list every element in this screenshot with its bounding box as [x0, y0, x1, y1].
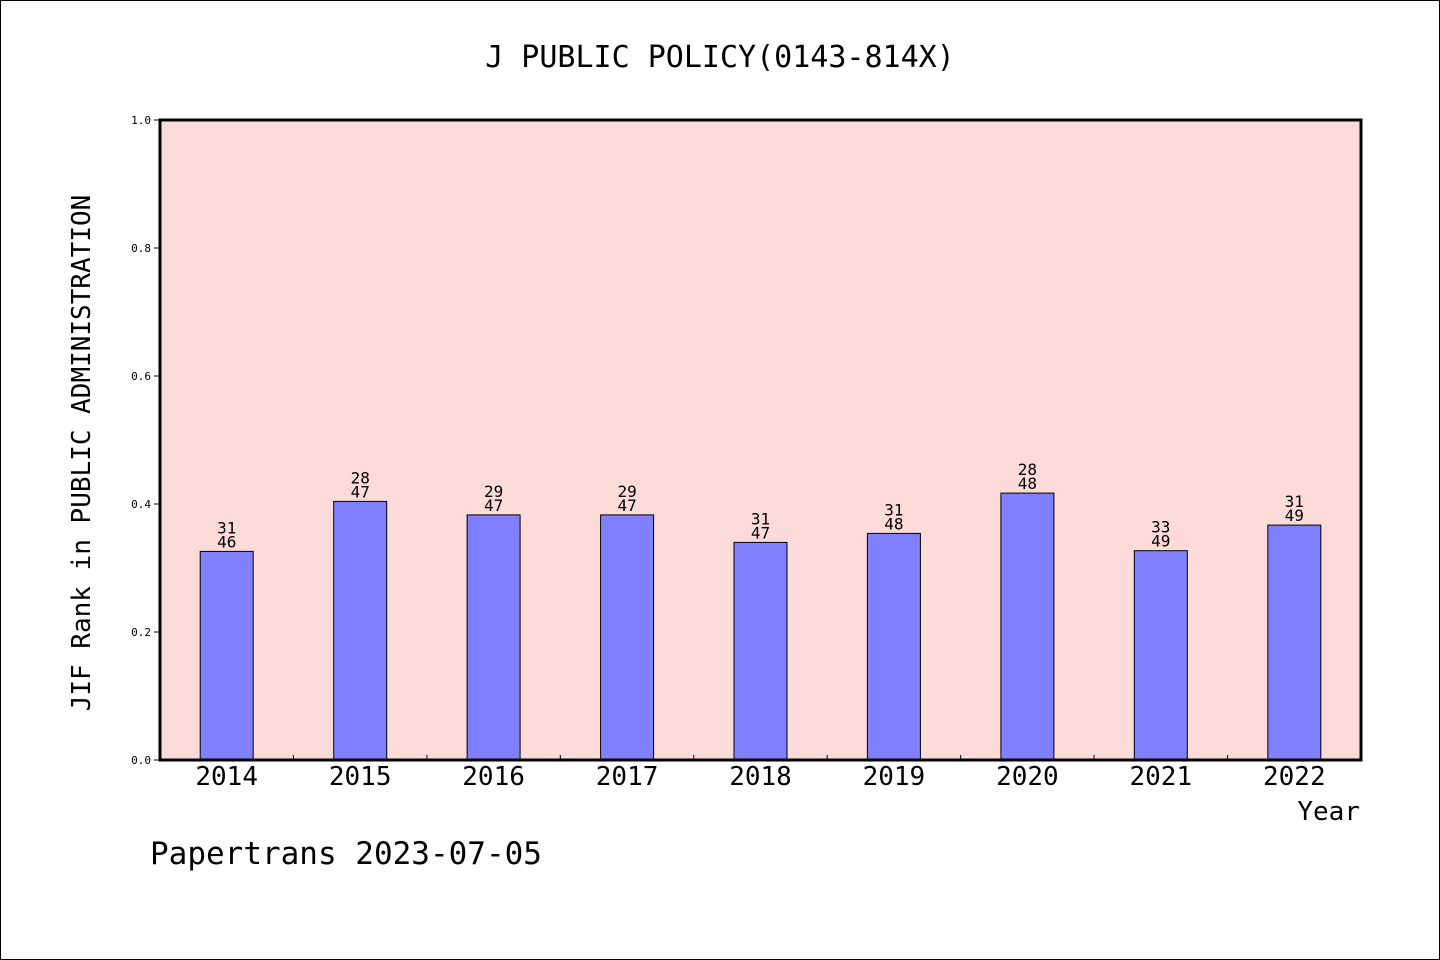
total-label-2014: 46	[217, 532, 236, 551]
rank-label-2022: 31	[1285, 492, 1304, 511]
rank-label-2014: 31	[217, 518, 236, 537]
y-tick-label: 1.0	[131, 114, 151, 127]
bar-2015	[333, 500, 388, 761]
total-label-2020: 48	[1018, 474, 1037, 493]
bar-2016	[466, 514, 521, 761]
chart-title: J PUBLIC POLICY(0143-814X)	[485, 40, 955, 75]
x-tick-label-2020: 2020	[996, 762, 1059, 792]
bar-2020	[1000, 492, 1055, 761]
x-tick-label-2018: 2018	[729, 762, 792, 792]
y-tick-label: 0.4	[131, 498, 151, 511]
x-tick-label-2016: 2016	[462, 762, 525, 792]
y-tick-label: 0.6	[131, 370, 151, 383]
bar-2022	[1267, 524, 1322, 761]
y-axis-label: JIF Rank in PUBLIC ADMINISTRATION	[67, 195, 97, 712]
bar-2018	[733, 541, 788, 761]
total-label-2022: 49	[1285, 506, 1304, 525]
bar-2014	[199, 550, 254, 761]
plot-border	[158, 118, 1363, 762]
rank-label-2020: 28	[1018, 460, 1037, 479]
rank-label-2016: 29	[484, 482, 503, 501]
total-label-2021: 49	[1151, 532, 1170, 551]
bar-2019	[866, 532, 921, 761]
total-label-2019: 48	[884, 514, 903, 533]
y-tick-label: 0.8	[131, 242, 151, 255]
rank-label-2021: 33	[1151, 518, 1170, 537]
y-tick-label: 0.0	[131, 754, 151, 767]
bar-2021	[1133, 550, 1188, 761]
total-label-2015: 47	[351, 482, 370, 501]
x-tick-label-2014: 2014	[195, 762, 258, 792]
y-tick-label: 0.2	[131, 626, 151, 639]
x-tick-label-2019: 2019	[863, 762, 926, 792]
x-tick-label-2021: 2021	[1129, 762, 1192, 792]
rank-label-2015: 28	[351, 468, 370, 487]
total-label-2017: 47	[617, 496, 636, 515]
x-axis: 2014 2015 2016 2017 2018 2019 2020 2021 2022	[195, 755, 1326, 792]
y-axis: 0.0 0.2 0.4 0.6 0.8 1.0	[131, 114, 160, 767]
rank-label-2019: 31	[884, 500, 903, 519]
footer-text: Papertrans 2023-07-05	[150, 836, 542, 872]
bar-group	[199, 492, 1322, 761]
total-label-2016: 47	[484, 496, 503, 515]
x-tick-label-2017: 2017	[596, 762, 659, 792]
total-label-2018: 47	[751, 523, 770, 542]
rank-label-2017: 29	[617, 482, 636, 501]
bar-2017	[600, 514, 655, 761]
x-tick-label-2015: 2015	[329, 762, 392, 792]
x-tick-label-2022: 2022	[1263, 762, 1326, 792]
rank-label-2018: 31	[751, 509, 770, 528]
x-axis-label: Year	[1297, 797, 1360, 827]
